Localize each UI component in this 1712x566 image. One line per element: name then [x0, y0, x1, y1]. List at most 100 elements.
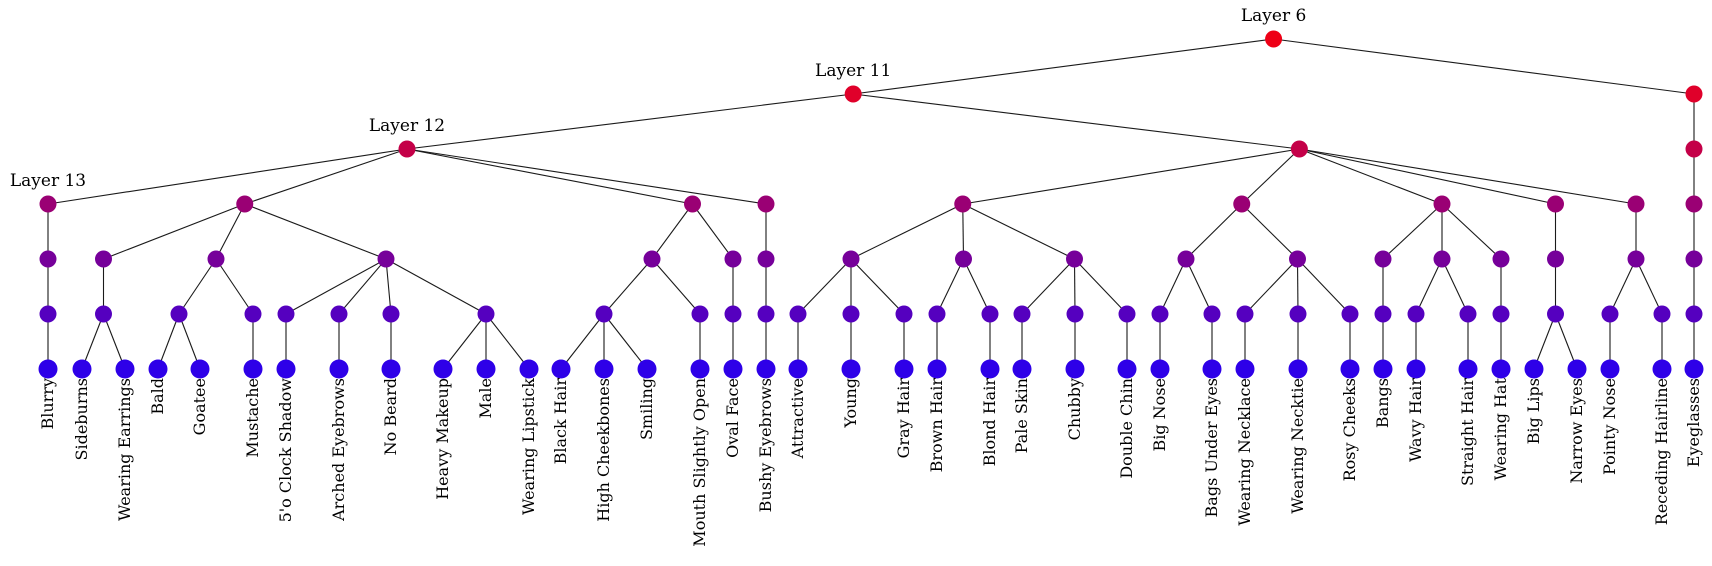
tree-edge [178, 258, 217, 315]
tree-edge [651, 203, 693, 260]
leaf-node [927, 359, 947, 379]
tree-edge [385, 258, 392, 315]
tree-node [95, 250, 112, 268]
tree-edge [692, 203, 734, 260]
tree-node [1177, 250, 1195, 268]
leaf-node [115, 359, 135, 379]
tree-edge [406, 148, 767, 205]
leaf-node [38, 359, 58, 379]
attribute-label: Narrow Eyes [1567, 378, 1586, 484]
tree-edge [1533, 313, 1557, 370]
tree-node [1547, 195, 1564, 213]
attribute-label: Oval Face [723, 378, 742, 458]
tree-edge [603, 258, 653, 315]
tree-edge [560, 313, 605, 370]
leaf-node [1600, 359, 1620, 379]
tree-edge [47, 148, 408, 205]
tree-edge [1159, 258, 1187, 315]
tree-edge [244, 203, 387, 260]
tree-node [236, 195, 254, 213]
tree-edge [178, 313, 201, 370]
tree-edge [103, 203, 245, 260]
attribute-label: Attractive [788, 378, 807, 459]
tree-node [954, 195, 972, 213]
layer-label: Layer 12 [369, 116, 445, 136]
tree-edge [1297, 258, 1351, 315]
leaf-node [1567, 359, 1587, 379]
tree-edge [1074, 258, 1128, 315]
tree-edge [962, 148, 1300, 205]
tree-edge [338, 258, 387, 315]
tree-node [1265, 30, 1283, 48]
leaf-node [1150, 359, 1170, 379]
tree-edge [406, 148, 693, 205]
tree-node [842, 250, 860, 268]
tree-edge [1299, 148, 1637, 205]
tree-node [1492, 305, 1510, 323]
tree-labels: Blurry Layer 13 Sideburns Wearing Earrings B… [10, 6, 1703, 547]
tree-node [684, 195, 701, 213]
tree-edge [603, 313, 648, 370]
attribute-label: 5'o Clock Shadow [276, 378, 295, 523]
tree-node [643, 250, 661, 268]
attribute-label: High Cheekbones [594, 378, 613, 522]
tree-node [1685, 250, 1703, 268]
tree-node [277, 305, 295, 323]
attribute-label: Smiling [637, 378, 656, 440]
attribute-label: Wearing Hat [1491, 377, 1510, 480]
leaf-node [788, 359, 808, 379]
tree-edge [853, 38, 1274, 95]
tree-node [1492, 250, 1510, 268]
tree-node [1685, 140, 1703, 158]
tree-node [757, 195, 775, 213]
attribute-label: Double Chin [1117, 378, 1136, 479]
tree-node [1433, 250, 1451, 268]
tree-edge [1273, 38, 1695, 95]
tree-edge [157, 313, 180, 370]
attribute-label: Chubby [1065, 378, 1084, 440]
tree-node [1236, 305, 1254, 323]
tree-node [1289, 305, 1307, 323]
tree-node [1547, 305, 1564, 323]
tree-node [955, 250, 972, 268]
tree-edge [1185, 258, 1213, 315]
tree-edge [1021, 258, 1075, 315]
tree-node [39, 250, 57, 268]
attribute-label: Wearing Necklace [1235, 378, 1254, 526]
tree-edge [850, 203, 963, 260]
layer-label: Layer 11 [815, 61, 891, 81]
leaf-node [1117, 359, 1137, 379]
attribute-label: Eyeglasses [1684, 378, 1703, 467]
tree-edge [1296, 258, 1299, 315]
tree-edge [215, 258, 254, 315]
attribute-label: Wavy Hair [1406, 378, 1425, 462]
leaf-node [519, 359, 539, 379]
attribute-label: Blond Hair [980, 378, 999, 467]
tree-edge [797, 258, 852, 315]
leaf-node [637, 359, 657, 379]
attribute-label: Arched Eyebrows [329, 378, 348, 522]
leaf-node [690, 359, 710, 379]
tree-node [844, 85, 862, 103]
leaf-node [723, 359, 743, 379]
tree-node [895, 305, 913, 323]
attribute-label: Bangs [1373, 378, 1392, 428]
tree-node [398, 140, 416, 158]
leaf-node [1202, 359, 1222, 379]
tree-edge [406, 93, 854, 150]
leaf-node [594, 359, 614, 379]
attribute-label: Straight Hair [1458, 378, 1477, 486]
tree-node [724, 250, 742, 268]
tree-node [170, 305, 188, 323]
tree-nodes [38, 30, 1704, 379]
tree-edge [1382, 203, 1443, 260]
tree-node [1685, 85, 1703, 103]
tree-edge [853, 93, 1300, 150]
tree-node [1653, 305, 1671, 323]
tree-node [928, 305, 946, 323]
tree-edge [1299, 148, 1443, 205]
leaf-node [381, 359, 401, 379]
tree-edge [102, 313, 126, 370]
tree-node [1066, 305, 1084, 323]
leaf-node [1652, 359, 1672, 379]
